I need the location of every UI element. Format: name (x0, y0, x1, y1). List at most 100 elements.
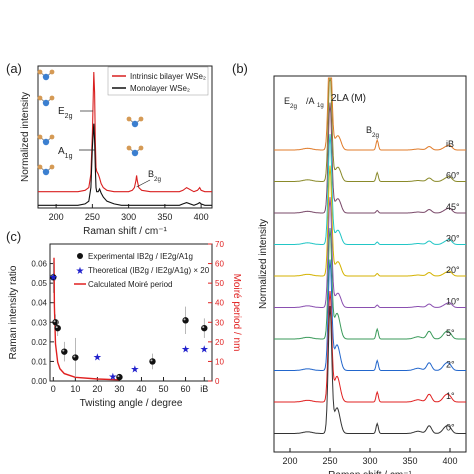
legend-label: Experimental IB2g / IE2g/A1g (88, 252, 193, 261)
x-tick-label: 10 (70, 384, 80, 394)
selenium-atom-icon (49, 69, 55, 75)
legend-label: Intrinsic bilayer WSe₂ (130, 72, 206, 81)
spectrum-line-60° (274, 77, 466, 182)
tungsten-atom-icon (42, 138, 50, 146)
spectrum-line-45° (274, 102, 466, 214)
spectrum-line-5° (274, 227, 466, 340)
trace-label: 45° (446, 202, 460, 212)
experimental-point-highlight (73, 355, 76, 358)
panel-c: (c) 0.00 0.01 0.02 0.03 0.04 0.05 0.06 0 10 20 30 40… (6, 229, 242, 409)
experimental-point-highlight (55, 326, 58, 329)
y-tick-label: 0.00 (31, 377, 47, 386)
selenium-atom-icon (37, 69, 43, 75)
y-tick-label: 0.05 (31, 279, 47, 288)
x-tick-label: 200 (49, 212, 64, 222)
tungsten-atom-icon (42, 99, 50, 107)
y-right-tick-label: 40 (215, 299, 224, 308)
x-tick-label: 0 (51, 384, 56, 394)
y-right-tick-label: 30 (215, 318, 224, 327)
legend-label: Theoretical (IB2g / IE2g/A1g) × 20 (88, 266, 210, 275)
experimental-point (149, 358, 156, 365)
experimental-point (61, 348, 68, 355)
arrow-b2g (136, 179, 151, 188)
tungsten-atom-icon (42, 168, 50, 176)
theoretical-point: ★ (49, 272, 58, 283)
trace-label: 30° (446, 234, 460, 244)
trace-label: iB (446, 139, 454, 149)
spectrum-line-0° (274, 305, 466, 434)
spectrum-line-10° (274, 197, 466, 308)
x-tick-label: 40 (136, 384, 146, 394)
peak-label-a1g-sub: 1g (317, 103, 324, 109)
experimental-point (201, 324, 208, 332)
series-line-0 (38, 71, 212, 193)
selenium-atom-icon (138, 145, 144, 151)
legend-swatch-theoretical: ★ (76, 266, 85, 277)
x-axis-label: Raman shift / cm⁻¹ (83, 226, 167, 237)
x-axis-label: Raman shift / cm⁻¹ (328, 470, 412, 474)
spectrum-line-2° (274, 259, 466, 371)
x-tick-label: 60 (181, 384, 191, 394)
experimental-point-highlight (202, 326, 205, 329)
x-tick-label: 400 (442, 456, 457, 466)
peak-label-b2g: B2g (366, 125, 380, 139)
y-axis-label: Normalized intensity (20, 92, 31, 182)
legend-label: Calculated Moiré period (88, 280, 173, 289)
experimental-point-highlight (117, 375, 120, 378)
x-tick-label: 400 (194, 212, 209, 222)
legend-swatch-experimental (77, 253, 83, 259)
selenium-atom-icon (49, 134, 55, 140)
x-tick-label: iB (200, 384, 208, 394)
peak-label-e2g: E2g (284, 96, 298, 110)
x-tick-label: 20 (92, 384, 102, 394)
tungsten-atom-icon (131, 120, 139, 128)
x-tick-label: 250 (322, 456, 337, 466)
theoretical-point: ★ (130, 364, 139, 375)
selenium-atom-icon (49, 164, 55, 170)
experimental-point-highlight (53, 320, 56, 323)
selenium-atom-icon (37, 164, 43, 170)
panel-label: (c) (6, 229, 21, 244)
experimental-point-highlight (150, 359, 153, 362)
series-line-1 (38, 123, 212, 206)
x-tick-label: 350 (157, 212, 172, 222)
y-axis-label: Normalized intensity (258, 219, 269, 309)
y-right-tick-label: 50 (215, 279, 224, 288)
y-tick-label: 0.06 (31, 260, 47, 269)
peak-label-a1g: A1g (58, 146, 73, 160)
plot-frame (49, 243, 213, 382)
experimental-point-highlight (62, 349, 65, 352)
y-right-tick-label: 20 (215, 338, 224, 347)
experimental-point (54, 324, 61, 332)
trace-label: 1° (446, 391, 455, 401)
y-tick-label: 0.02 (31, 338, 47, 347)
tungsten-atom-icon (42, 73, 50, 81)
experimental-point-highlight (51, 275, 54, 278)
peak-label-2la: 2LA (M) (331, 93, 366, 104)
selenium-atom-icon (138, 116, 144, 122)
experimental-point (182, 317, 189, 324)
moire-period-curve (53, 257, 120, 381)
theoretical-point: ★ (200, 345, 209, 356)
y-right-tick-label: 70 (215, 240, 224, 249)
spectrum-line-1° (274, 290, 466, 403)
x-tick-label: 30 (114, 384, 124, 394)
spectrum-line-iB (274, 77, 466, 151)
experimental-point-highlight (183, 318, 186, 321)
x-tick-label: 350 (402, 456, 417, 466)
peak-label-b2g: B2g (148, 169, 162, 183)
selenium-atom-icon (49, 95, 55, 101)
panel-label: (b) (232, 61, 248, 76)
y-right-tick-label: 60 (215, 260, 224, 269)
x-axis-label: Twisting angle / degree (80, 398, 183, 409)
selenium-atom-icon (126, 145, 132, 151)
trace-label: 10° (446, 297, 460, 307)
y-right-tick-label: 10 (215, 357, 224, 366)
legend-box (107, 66, 209, 96)
spectrum-line-30° (274, 134, 466, 245)
y-axis-label: Raman intensity ratio (8, 265, 19, 359)
x-tick-label: 300 (121, 212, 136, 222)
y-tick-label: 0.01 (31, 357, 47, 366)
theoretical-point: ★ (181, 345, 190, 356)
